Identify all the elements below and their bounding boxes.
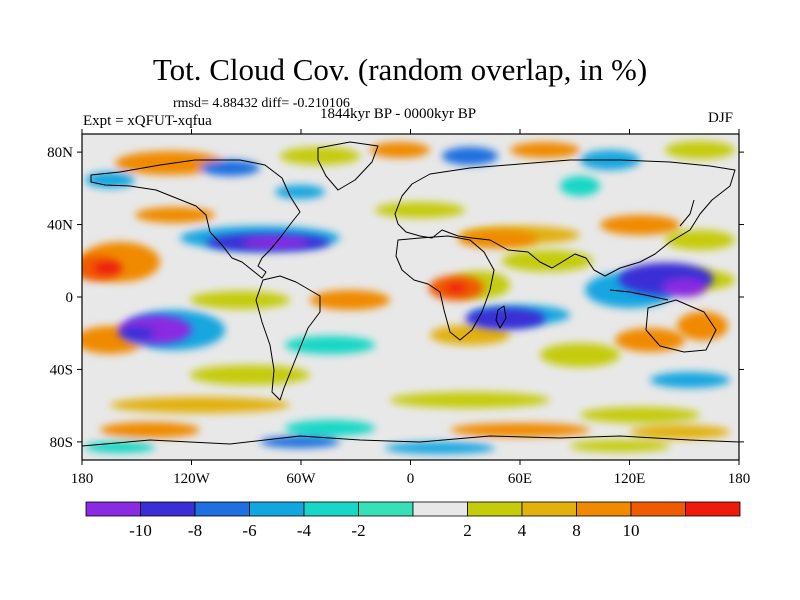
x-tick-label: 120W (173, 471, 211, 487)
coastline-indonesia (609, 289, 669, 301)
coastlines (82, 141, 739, 447)
x-tick-label: 120E (614, 471, 646, 487)
colorbar-label: -8 (188, 521, 202, 540)
colorbar-swatch (358, 501, 414, 517)
colorbar-label: -2 (351, 521, 365, 540)
colorbar-label: 10 (623, 521, 640, 540)
x-tick-label: 180 (728, 471, 751, 487)
anomaly-region (242, 237, 309, 249)
colorbar-swatch (467, 501, 523, 517)
x-tick-label: 0 (407, 471, 415, 487)
y-tick-label: 80S (50, 435, 73, 451)
y-tick-label: 40S (50, 362, 73, 378)
anomaly-region (92, 260, 123, 276)
colorbar-swatch (140, 501, 196, 517)
anomaly-layer (82, 229, 729, 345)
coastline-australia (645, 299, 717, 353)
anomaly-region (662, 278, 707, 298)
colorbar-swatch (630, 501, 686, 517)
anomaly-region (445, 282, 468, 294)
y-tick-label: 0 (66, 290, 74, 306)
latitude-axis: 80N 40N 0 40S 80S (47, 145, 744, 451)
colorbar-swatch (85, 501, 141, 517)
longitude-axis: 180 120W 60W 0 60E 120E 180 (71, 129, 751, 487)
colorbar-label: 8 (572, 521, 581, 540)
colorbar-swatch (576, 501, 632, 517)
colorbar-label: -10 (129, 521, 152, 540)
experiment-label: Expt = xQFUT-xqfua (83, 113, 212, 129)
colorbar-swatch (685, 501, 741, 517)
anomaly-field (82, 134, 739, 460)
coastline-greenland (317, 141, 379, 191)
colorbar-label: 2 (463, 521, 472, 540)
anomaly-region (676, 311, 729, 341)
coastline-north-america (90, 159, 301, 279)
anomaly-region (457, 229, 539, 249)
colorbar-label: -4 (297, 521, 312, 540)
x-tick-label: 60E (508, 471, 532, 487)
colorbar-swatch (303, 501, 359, 517)
coastline-madagascar (495, 305, 507, 329)
stats-label: rmsd= 4.88432 diff= -0.210106 (173, 96, 350, 111)
coastline-antarctica (82, 435, 739, 447)
chart-title: Tot. Cloud Cov. (random overlap, in %) (152, 52, 648, 87)
y-tick-label: 80N (47, 145, 73, 161)
x-tick-label: 180 (71, 471, 94, 487)
colorbar-swatch (249, 501, 305, 517)
coastline-eurasia (394, 159, 736, 277)
anomaly-region (501, 249, 593, 272)
coastline-south-america (255, 275, 321, 401)
period-label: 1844kyr BP - 0000kyr BP (320, 106, 477, 122)
x-tick-label: 60W (286, 471, 316, 487)
colorbar-swatch (412, 501, 468, 517)
coastline-africa (395, 235, 495, 341)
colorbar-label: 4 (518, 521, 527, 540)
colorbar-swatch (521, 501, 577, 517)
season-label: DJF (708, 110, 734, 126)
anomaly-region (118, 325, 155, 341)
colorbar: -10 -8 -6 -4 -2 2 4 8 10 (85, 501, 741, 540)
coastline-japan (679, 199, 695, 227)
colorbar-swatch (194, 501, 250, 517)
y-tick-label: 40N (47, 218, 73, 234)
colorbar-label: -6 (242, 521, 256, 540)
